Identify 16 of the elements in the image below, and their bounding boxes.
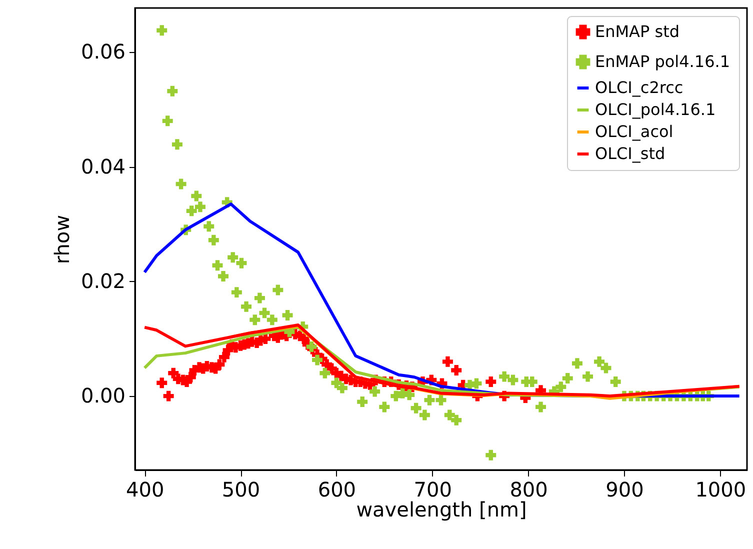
legend-label: OLCI_std (595, 144, 666, 163)
x-tick-label: 900 (606, 478, 644, 502)
y-tick-label: 0.00 (80, 384, 126, 408)
x-tick-label: 600 (318, 478, 356, 502)
x-tick-label: 1000 (695, 478, 746, 502)
x-tick-label: 500 (222, 478, 260, 502)
legend-label: OLCI_pol4.16.1 (595, 100, 716, 119)
y-tick-label: 0.06 (80, 40, 126, 64)
legend-label: OLCI_acol (595, 122, 674, 141)
y-axis-title: rhow (50, 214, 74, 264)
legend-label: OLCI_c2rcc (595, 78, 684, 97)
legend-label: EnMAP pol4.16.1 (595, 52, 730, 71)
y-tick-label: 0.02 (80, 268, 126, 293)
y-tick-label: 0.04 (80, 154, 126, 178)
legend-label: EnMAP std (595, 22, 680, 41)
x-tick-label: 400 (126, 478, 164, 502)
